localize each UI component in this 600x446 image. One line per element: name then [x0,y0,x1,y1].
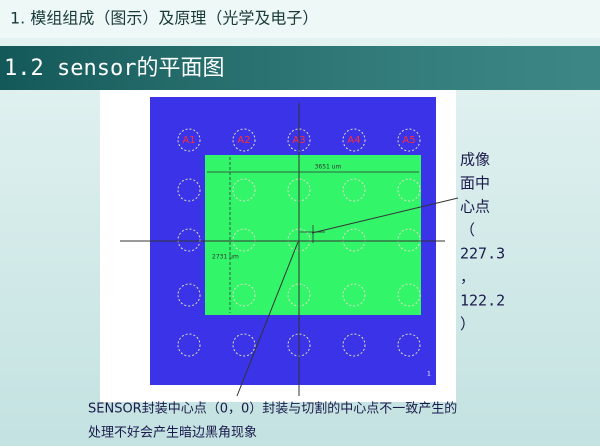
pad [342,128,366,152]
annotation-line: ） [460,315,475,333]
header-band [0,0,600,38]
pad [177,333,201,357]
annotation-line: 面中 [460,174,490,192]
height-label: 2731 um [212,254,239,261]
caption-line: SENSOR封装中心点（0，0）封装与切割的中心点不一致产生的 [88,401,457,417]
pad [397,178,421,202]
leader-line [236,241,299,397]
pad [397,283,421,307]
pad [177,283,201,307]
annotation-line: 227.3 [460,245,505,263]
annotation-line: 成像 [460,151,490,169]
pad [397,128,421,152]
pad [342,283,366,307]
pad [342,228,366,252]
pad [342,178,366,202]
width-label: 3651 um [315,164,342,171]
pad [177,228,201,252]
section-title: 1.2 sensor的平面图 [4,56,224,81]
pad [397,333,421,357]
pad-grid: A1 A2 A3 A4 A5 [177,128,421,357]
pad [232,178,256,202]
annotation-line: 心点 [460,198,490,216]
corner-mark: 1 [427,371,431,378]
pad [397,228,421,252]
pad [177,178,201,202]
pad [232,333,256,357]
leader-line [311,197,459,234]
pad [232,128,256,152]
section-band-shade [0,46,600,90]
pad-label: A5 [402,135,415,146]
annotation-line: （ [460,221,475,239]
pad [177,128,201,152]
annotation-line: ， [460,268,475,286]
header-title: 1. 模组组成（图示）及原理（光学及电子） [10,9,318,28]
annotation-line: 122.2 [460,292,505,310]
pad-label: A1 [182,135,195,146]
pad [232,283,256,307]
pad [342,333,366,357]
pad-label: A2 [237,135,250,146]
pad [232,228,256,252]
caption-line: 处理不好会产生暗边黑角现象 [88,426,257,441]
pad-label: A4 [347,135,360,146]
